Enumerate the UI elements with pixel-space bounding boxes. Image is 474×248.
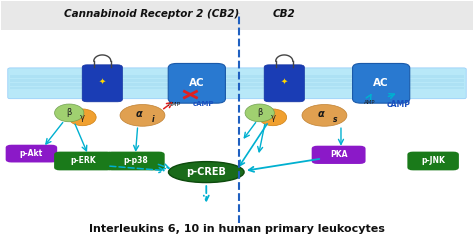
FancyBboxPatch shape [54, 152, 113, 170]
Ellipse shape [168, 162, 244, 183]
FancyBboxPatch shape [106, 152, 164, 170]
Ellipse shape [69, 109, 96, 126]
Text: AMP: AMP [364, 100, 375, 105]
FancyBboxPatch shape [82, 65, 122, 102]
Text: CB2: CB2 [273, 9, 296, 19]
Text: p-ERK: p-ERK [71, 156, 96, 165]
Ellipse shape [245, 104, 274, 122]
Text: cAMP: cAMP [193, 101, 215, 107]
Text: Cannabinoid Receptor 2 (CB2): Cannabinoid Receptor 2 (CB2) [64, 9, 240, 19]
Text: p-CREB: p-CREB [186, 167, 226, 177]
Ellipse shape [259, 109, 287, 126]
Text: β: β [66, 108, 72, 117]
FancyBboxPatch shape [10, 87, 464, 90]
Text: α: α [317, 109, 324, 119]
FancyBboxPatch shape [353, 63, 410, 103]
Text: β: β [257, 108, 263, 117]
Text: cAMP: cAMP [387, 100, 410, 109]
Text: p-Akt: p-Akt [20, 149, 43, 158]
Text: Interleukins 6, 10 in human primary leukocytes: Interleukins 6, 10 in human primary leuk… [89, 224, 385, 234]
Text: α: α [135, 109, 142, 119]
FancyBboxPatch shape [8, 68, 466, 99]
Ellipse shape [302, 104, 347, 126]
Text: γ: γ [271, 113, 275, 122]
FancyBboxPatch shape [0, 1, 474, 30]
Text: s: s [333, 115, 337, 124]
FancyBboxPatch shape [168, 63, 226, 103]
FancyBboxPatch shape [10, 83, 464, 86]
FancyBboxPatch shape [6, 145, 57, 162]
Text: PKA: PKA [330, 150, 347, 159]
Text: p-JNK: p-JNK [421, 156, 445, 165]
FancyBboxPatch shape [10, 75, 464, 78]
Text: AC: AC [189, 78, 205, 88]
Text: γ: γ [80, 113, 85, 122]
Text: p-p38: p-p38 [123, 156, 148, 165]
Text: ✦: ✦ [99, 76, 106, 85]
Text: i: i [152, 115, 154, 124]
Ellipse shape [55, 104, 84, 122]
Text: AC: AC [374, 78, 389, 88]
Ellipse shape [120, 104, 165, 126]
Text: ✦: ✦ [281, 76, 288, 85]
FancyBboxPatch shape [264, 65, 304, 102]
FancyBboxPatch shape [312, 146, 365, 164]
FancyBboxPatch shape [407, 152, 459, 170]
Text: AMP: AMP [168, 102, 181, 107]
FancyBboxPatch shape [10, 79, 464, 82]
